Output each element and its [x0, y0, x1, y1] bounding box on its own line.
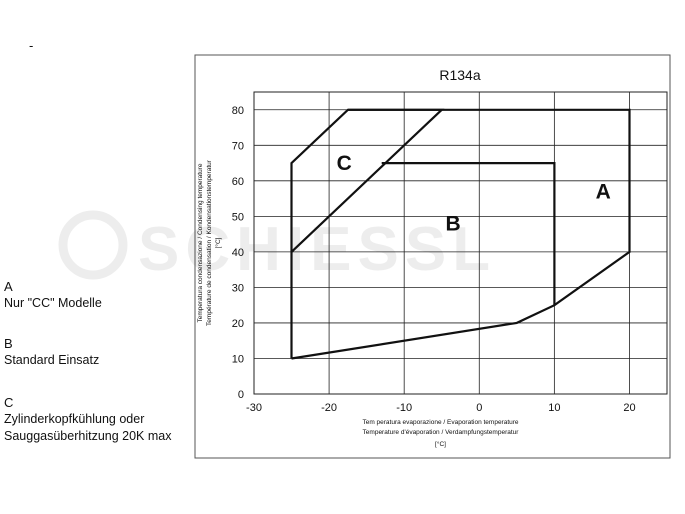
x-tick-label: 0 [476, 402, 482, 414]
series-line-a [290, 108, 631, 360]
y-tick-label: 0 [238, 389, 244, 401]
series-line-b [381, 162, 556, 306]
x-axis-label-unit: [°C] [435, 440, 446, 448]
y-tick-label: 60 [232, 176, 244, 188]
legend-key-b: B [4, 336, 13, 351]
region-label-c: C [337, 152, 352, 175]
legend-text-c-line2: Sauggasüberhitzung 20K max [4, 429, 172, 443]
x-tick-label: -20 [321, 402, 337, 414]
legend-item-b: B Standard Einsatz [4, 335, 99, 369]
legend-text-c-line1: Zylinderkopfkühlung oder [4, 412, 145, 426]
x-tick-label: -10 [396, 402, 412, 414]
series-layer: A B C [290, 108, 631, 360]
watermark-logo-icon [58, 210, 128, 280]
y-tick-label: 20 [232, 318, 244, 330]
legend-item-c: C Zylinderkopfkühlung oder Sauggasüberhi… [4, 394, 171, 445]
chart-frame [194, 54, 671, 459]
watermark: SCHIESSL [58, 210, 496, 284]
x-axis-label-line1: Tem peratura evaporazione / Evaporation … [362, 419, 518, 426]
legend-key-c: C [4, 395, 14, 410]
tick-labels: -30 -20 -10 0 10 20 0 10 20 30 40 50 60 70 80 [232, 105, 636, 414]
y-tick-label: 70 [232, 140, 244, 152]
legend-text-a: Nur "CC" Modelle [4, 296, 102, 310]
y-tick-label: 40 [232, 247, 244, 259]
grid [253, 91, 668, 395]
x-tick-label: 10 [548, 402, 560, 414]
region-label-b: B [445, 213, 460, 236]
x-tick-label: -30 [246, 402, 262, 414]
chart-title: R134a [439, 67, 480, 83]
y-tick-label: 10 [232, 353, 244, 365]
y-axis-label-line2: Température de condensation / Kondensati… [206, 159, 213, 326]
series-line-c [290, 108, 445, 253]
x-axis-label-line2: Temperature d'évaporation / Verdampfungs… [363, 429, 520, 436]
y-axis-label-unit: [°C] [214, 237, 222, 248]
y-tick-label: 30 [232, 282, 244, 294]
watermark-text: SCHIESSL [138, 215, 496, 284]
y-tick-label: 80 [232, 105, 244, 117]
x-tick-label: 20 [623, 402, 635, 414]
stray-dash: - [29, 38, 34, 53]
axis-labels: Tem peratura evaporazione / Evaporation … [197, 159, 519, 448]
y-tick-label: 50 [232, 211, 244, 223]
legend-text-b: Standard Einsatz [4, 353, 100, 367]
legend-key-a: A [4, 279, 13, 294]
legend-item-a: A Nur "CC" Modelle [4, 278, 102, 312]
region-label-a: A [596, 181, 611, 204]
y-axis-label-line1: Temperatura condensazione / Condensing t… [197, 163, 204, 322]
